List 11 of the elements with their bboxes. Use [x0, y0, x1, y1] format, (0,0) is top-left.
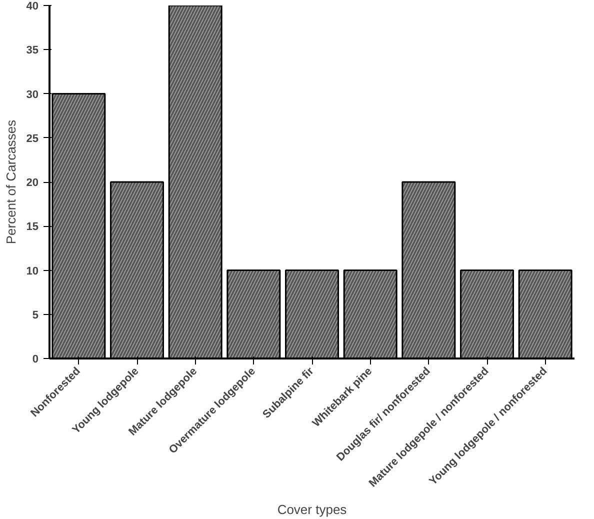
y-tick-label: 0: [32, 354, 39, 366]
y-axis-title: Percent of Carcasses: [3, 119, 18, 244]
y-tick-label: 40: [26, 0, 39, 12]
y-tick-label: 30: [26, 88, 39, 101]
y-tick-label: 15: [26, 221, 39, 234]
x-axis-title: Cover types: [277, 502, 348, 517]
y-tick-label: 20: [26, 177, 39, 189]
y-tick-label: 35: [26, 44, 39, 57]
y-tick-label: 5: [32, 309, 39, 322]
y-tick-label: 25: [26, 132, 39, 145]
y-tick-label: 10: [26, 265, 39, 278]
